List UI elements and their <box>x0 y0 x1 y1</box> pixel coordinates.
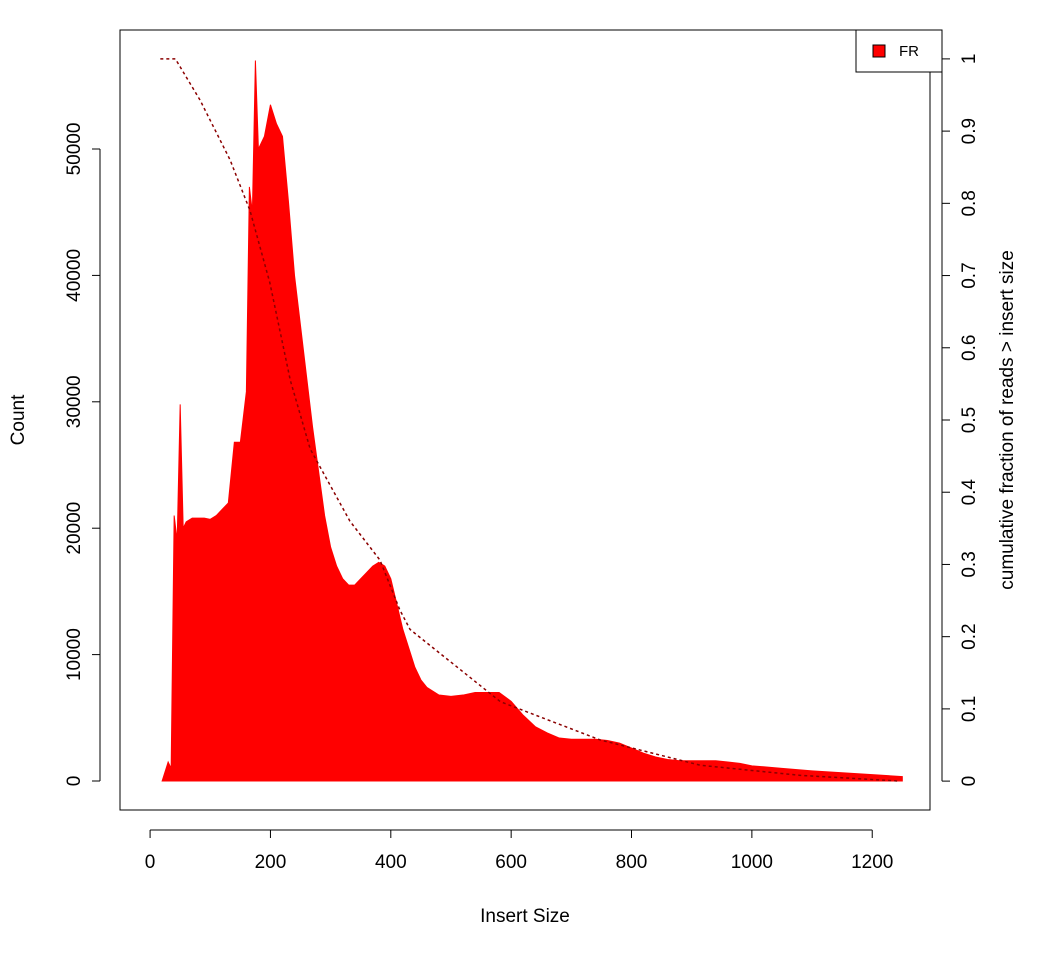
legend-swatch <box>872 44 886 58</box>
x-tick-label: 400 <box>375 852 407 873</box>
histogram-area <box>161 60 903 782</box>
y2-tick-label: 0.7 <box>959 262 980 288</box>
y2-tick-label: 0.5 <box>959 407 980 433</box>
y-tick-label: 40000 <box>64 249 85 302</box>
cumulative-line <box>160 58 900 782</box>
y2-axis-label: cumulative fraction of reads > insert si… <box>997 250 1018 590</box>
x-tick-label: 1200 <box>851 852 893 873</box>
plot-frame <box>119 29 931 811</box>
y2-tick-label: 0.9 <box>959 118 980 144</box>
y2-tick-label: 1 <box>959 54 980 65</box>
y2-tick-label: 0.8 <box>959 190 980 216</box>
y2-tick-label: 0.4 <box>959 479 980 506</box>
y-tick-label: 0 <box>64 776 85 787</box>
legend-label: FR <box>899 43 919 60</box>
y2-tick-label: 0 <box>959 776 980 787</box>
y2-tick-label: 0.3 <box>959 551 980 577</box>
x-tick-label: 600 <box>495 852 527 873</box>
x-tick-label: 0 <box>145 852 156 873</box>
y-tick-label: 10000 <box>64 628 85 681</box>
x-axis-label: Insert Size <box>480 906 570 927</box>
y2-tick-label: 0.6 <box>959 335 980 361</box>
x-tick-label: 1000 <box>731 852 773 873</box>
y2-tick-label: 0.1 <box>959 696 980 722</box>
legend-box <box>855 29 943 73</box>
y-tick-label: 50000 <box>64 123 85 176</box>
x-tick-label: 200 <box>255 852 287 873</box>
y-tick-label: 20000 <box>64 502 85 555</box>
y-axis-label: Count <box>8 394 29 445</box>
x-tick-label: 800 <box>616 852 648 873</box>
y2-tick-label: 0.2 <box>959 623 980 649</box>
y-tick-label: 30000 <box>64 375 85 428</box>
